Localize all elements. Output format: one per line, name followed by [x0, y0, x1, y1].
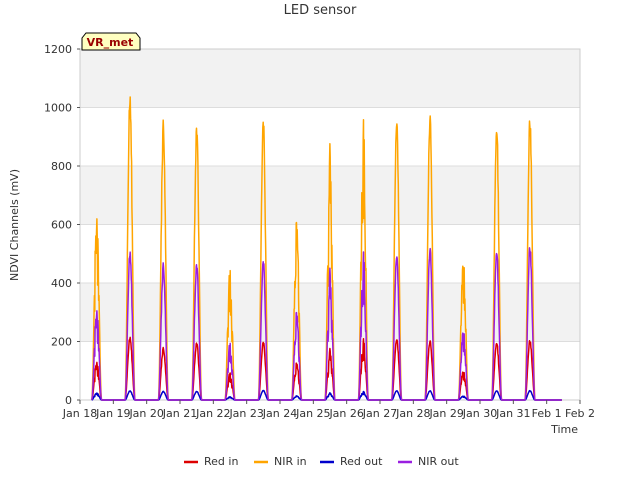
x-tick-label-7: Jan 25	[295, 407, 330, 420]
y-tick-label-1000: 1000	[44, 102, 72, 115]
y-tick-label-0: 0	[65, 394, 72, 407]
y-axis-ticks: 0 200 400 600 800 1000 1200	[44, 43, 80, 407]
x-tick-label-6: Jan 24	[262, 407, 297, 420]
x-tick-label-11: Jan 29	[428, 407, 463, 420]
legend-label-red-out: Red out	[340, 455, 383, 468]
x-tick-label-3: Jan 21	[162, 407, 197, 420]
x-tick-label-10: Jan 28	[395, 407, 430, 420]
badge-label: VR_met	[87, 36, 134, 49]
series-lines	[90, 96, 563, 401]
series-line-nir-out	[90, 247, 563, 401]
x-tick-label-14: Feb 1	[532, 407, 562, 420]
x-tick-label-12: Jan 30	[462, 407, 497, 420]
chart-title: LED sensor	[284, 3, 357, 18]
y-tick-label-1200: 1200	[44, 43, 72, 56]
y-tick-label-600: 600	[51, 219, 72, 232]
y-tick-label-400: 400	[51, 277, 72, 290]
x-tick-label-5: Jan 23	[228, 407, 263, 420]
badge-shape	[81, 32, 141, 51]
x-tick-label-13: Jan 31	[495, 407, 530, 420]
x-tick-label-4: Jan 22	[195, 407, 230, 420]
x-tick-label-15: Feb 2	[565, 407, 595, 420]
x-tick-label-8: Jan 26	[328, 407, 363, 420]
x-axis-label: Time	[550, 423, 578, 436]
legend-label-red-in: Red in	[204, 455, 238, 468]
y-tick-label-200: 200	[51, 336, 72, 349]
x-tick-label-9: Jan 27	[362, 407, 397, 420]
y-tick-label-800: 800	[51, 160, 72, 173]
x-tick-label-1: Jan 19	[95, 407, 130, 420]
band-5	[80, 49, 580, 108]
legend: Red in NIR in Red out NIR out	[184, 455, 459, 468]
legend-label-nir-in: NIR in	[274, 455, 307, 468]
y-axis-label: NDVI Channels (mV)	[8, 169, 21, 281]
legend-label-nir-out: NIR out	[418, 455, 459, 468]
vr-met-badge: VR_met	[81, 32, 141, 51]
x-tick-label-0: Jan 18	[62, 407, 97, 420]
x-tick-label-2: Jan 20	[128, 407, 163, 420]
